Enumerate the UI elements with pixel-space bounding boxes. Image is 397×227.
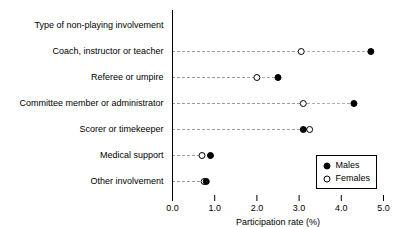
svg-text:Referee or umpire: Referee or umpire	[91, 72, 164, 82]
svg-text:4.0: 4.0	[335, 203, 348, 213]
svg-text:Other involvement: Other involvement	[90, 176, 164, 186]
svg-text:Coach, instructor or teacher: Coach, instructor or teacher	[52, 46, 163, 56]
html-text:Females: Females	[335, 173, 370, 183]
svg-text:Type of non-playing involvemen: Type of non-playing involvement	[34, 20, 164, 30]
svg-text:5.0: 5.0	[377, 203, 390, 213]
svg-text:0.0: 0.0	[166, 203, 179, 213]
svg-text:1.0: 1.0	[208, 203, 221, 213]
svg-text:Participation rate (%): Participation rate (%)	[236, 217, 320, 227]
svg-text:Scorer or timekeeper: Scorer or timekeeper	[79, 124, 163, 134]
html-text:Males: Males	[335, 160, 360, 170]
svg-text:2.0: 2.0	[251, 203, 264, 213]
svg-text:Medical support: Medical support	[100, 150, 164, 160]
svg-text:3.0: 3.0	[293, 203, 306, 213]
svg-text:Committee member or administra: Committee member or administrator	[19, 98, 163, 108]
